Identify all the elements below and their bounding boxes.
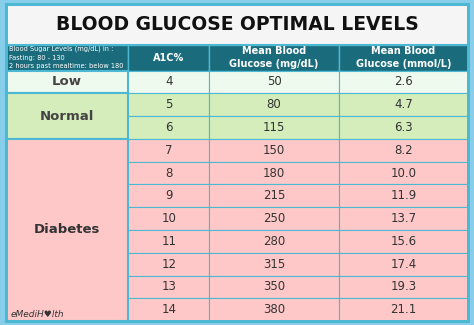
Bar — [339, 45, 468, 71]
Bar — [209, 93, 339, 116]
Bar — [209, 162, 339, 184]
Bar — [128, 93, 209, 116]
Text: 8.2: 8.2 — [394, 144, 413, 157]
Bar — [209, 116, 339, 139]
Text: 10: 10 — [161, 212, 176, 225]
Text: 21.1: 21.1 — [391, 303, 417, 316]
Text: Low: Low — [52, 75, 82, 88]
Bar — [6, 71, 128, 93]
Bar — [209, 253, 339, 276]
Bar — [128, 139, 209, 162]
Bar — [209, 45, 339, 71]
Text: 5: 5 — [165, 98, 173, 111]
Bar — [209, 71, 339, 93]
Bar — [128, 162, 209, 184]
Text: 380: 380 — [263, 303, 285, 316]
Text: 8: 8 — [165, 166, 173, 179]
Bar — [339, 139, 468, 162]
Bar — [339, 162, 468, 184]
Bar — [339, 71, 468, 93]
Bar — [6, 45, 128, 71]
Text: 15.6: 15.6 — [391, 235, 417, 248]
Bar — [128, 230, 209, 253]
Bar — [209, 276, 339, 298]
Text: BLOOD GLUCOSE OPTIMAL LEVELS: BLOOD GLUCOSE OPTIMAL LEVELS — [55, 15, 419, 34]
Text: Mean Blood
Glucose (mmol/L): Mean Blood Glucose (mmol/L) — [356, 46, 451, 69]
Text: 4: 4 — [165, 75, 173, 88]
Text: 4.7: 4.7 — [394, 98, 413, 111]
Bar — [209, 207, 339, 230]
Text: Blood Sugar Levels (mg/dL) in :
Fasting: 80 - 130
2 hours past mealtime: below 1: Blood Sugar Levels (mg/dL) in : Fasting:… — [9, 46, 124, 69]
Text: 19.3: 19.3 — [391, 280, 417, 293]
Bar — [128, 71, 209, 93]
Text: 9: 9 — [165, 189, 173, 202]
Bar — [339, 298, 468, 321]
Bar — [209, 139, 339, 162]
Text: 115: 115 — [263, 121, 285, 134]
Bar — [6, 4, 468, 45]
Bar — [339, 276, 468, 298]
Bar — [128, 184, 209, 207]
Bar — [128, 253, 209, 276]
Bar — [339, 116, 468, 139]
Bar — [6, 139, 128, 321]
Bar — [128, 298, 209, 321]
Text: Mean Blood
Glucose (mg/dL): Mean Blood Glucose (mg/dL) — [229, 46, 319, 69]
Text: 215: 215 — [263, 189, 285, 202]
Bar — [128, 45, 209, 71]
Text: 80: 80 — [267, 98, 282, 111]
Bar — [209, 184, 339, 207]
Text: 350: 350 — [263, 280, 285, 293]
Text: 250: 250 — [263, 212, 285, 225]
Text: 14: 14 — [161, 303, 176, 316]
Bar — [339, 207, 468, 230]
Text: Normal: Normal — [40, 110, 94, 123]
Text: A1C%: A1C% — [153, 53, 184, 62]
Text: 17.4: 17.4 — [391, 258, 417, 271]
Bar — [339, 230, 468, 253]
Text: 150: 150 — [263, 144, 285, 157]
Text: 2.6: 2.6 — [394, 75, 413, 88]
Text: 6.3: 6.3 — [394, 121, 413, 134]
Bar — [128, 207, 209, 230]
Text: 50: 50 — [267, 75, 282, 88]
Bar — [128, 276, 209, 298]
Text: 10.0: 10.0 — [391, 166, 417, 179]
Text: 13.7: 13.7 — [391, 212, 417, 225]
Bar — [6, 93, 128, 139]
Text: 280: 280 — [263, 235, 285, 248]
Bar — [339, 253, 468, 276]
Text: 13: 13 — [161, 280, 176, 293]
Bar — [128, 116, 209, 139]
Text: 7: 7 — [165, 144, 173, 157]
Bar — [209, 298, 339, 321]
Text: Diabetes: Diabetes — [34, 224, 100, 237]
Bar — [209, 230, 339, 253]
Text: 6: 6 — [165, 121, 173, 134]
Text: 315: 315 — [263, 258, 285, 271]
Text: 11: 11 — [161, 235, 176, 248]
Bar — [339, 93, 468, 116]
Bar — [339, 184, 468, 207]
Text: 11.9: 11.9 — [391, 189, 417, 202]
Text: 180: 180 — [263, 166, 285, 179]
Text: eMediH♥lth: eMediH♥lth — [10, 310, 64, 319]
Text: 12: 12 — [161, 258, 176, 271]
